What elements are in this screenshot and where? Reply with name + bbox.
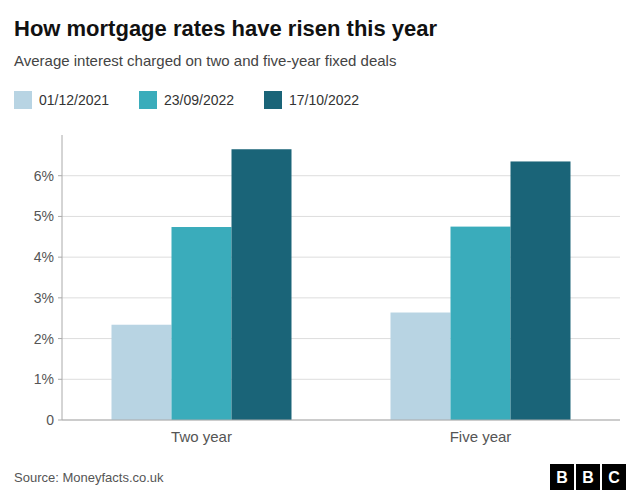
logo-letter: B: [556, 469, 568, 486]
grid-line: [62, 420, 620, 421]
y-tick-label: 1%: [34, 371, 54, 387]
bar: [172, 227, 232, 420]
legend-label: 17/10/2022: [289, 92, 359, 108]
bar: [451, 227, 511, 420]
source: Source: Moneyfacts.co.uk: [14, 470, 164, 485]
y-tick-label: 6%: [34, 168, 54, 184]
y-tick: [58, 297, 62, 298]
y-tick-label: 0: [46, 412, 54, 428]
bar: [112, 325, 172, 420]
legend-swatch: [139, 91, 157, 109]
legend-label: 01/12/2021: [39, 92, 109, 108]
title: How mortgage rates have risen this year: [14, 16, 437, 41]
y-tick: [58, 216, 62, 217]
y-tick: [58, 420, 62, 421]
x-axis-line: [62, 420, 620, 421]
y-tick-label: 2%: [34, 331, 54, 347]
y-tick: [58, 338, 62, 339]
x-tick-label: Two year: [171, 428, 232, 445]
logo: BBC: [550, 464, 626, 490]
y-tick-label: 5%: [34, 208, 54, 224]
x-tick-label: Five year: [450, 428, 512, 445]
logo-box: [576, 464, 600, 490]
legend-swatch: [14, 91, 32, 109]
logo-letter: B: [582, 469, 594, 486]
legend: 01/12/2021 23/09/2022 17/10/2022: [14, 91, 359, 109]
y-axis: 0 1% 2% 3% 4% 5% 6%: [34, 135, 62, 428]
y-tick: [58, 257, 62, 258]
logo-box: [602, 464, 626, 490]
legend-label: 23/09/2022: [164, 92, 234, 108]
x-axis: Two year Five year: [62, 420, 620, 445]
bar: [391, 313, 451, 420]
y-tick: [58, 379, 62, 380]
subtitle: Average interest charged on two and five…: [14, 52, 396, 69]
legend-swatch: [264, 91, 282, 109]
y-axis-line: [62, 135, 63, 420]
y-tick: [58, 175, 62, 176]
chart-container: How mortgage rates have risen this year A…: [0, 0, 640, 500]
y-tick-label: 3%: [34, 290, 54, 306]
y-tick-label: 4%: [34, 249, 54, 265]
bar: [511, 161, 571, 420]
bar: [232, 149, 292, 420]
bars: [112, 149, 571, 420]
logo-letter: C: [608, 469, 620, 486]
chart-svg: How mortgage rates have risen this year A…: [0, 0, 640, 500]
logo-box: [550, 464, 574, 490]
